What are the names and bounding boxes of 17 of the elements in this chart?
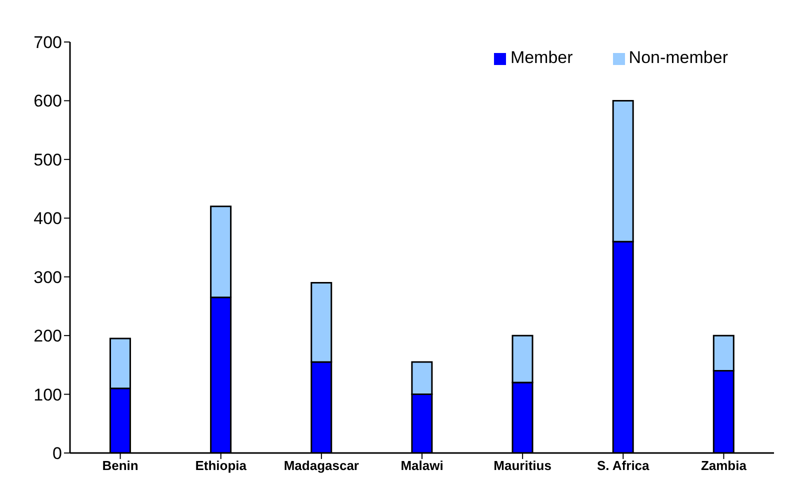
y-tick-label: 100 xyxy=(34,385,62,404)
x-tick-label: Malawi xyxy=(400,458,444,474)
x-tick-label: Ethiopia xyxy=(195,458,248,474)
x-tick-label: Mauritius xyxy=(494,458,552,474)
y-tick-label: 300 xyxy=(34,268,62,287)
x-tick-label: S. Africa xyxy=(597,458,650,474)
x-tick-label: Madagascar xyxy=(284,458,360,474)
x-tick-label: Zambia xyxy=(700,458,748,474)
legend-label: Member xyxy=(510,48,573,67)
y-tick-label: 200 xyxy=(34,326,62,346)
y-tick-label: 0 xyxy=(52,444,62,464)
y-tick-label: 600 xyxy=(34,92,62,111)
y-tick-label: 700 xyxy=(34,33,62,52)
y-tick-label: 500 xyxy=(34,150,62,170)
y-tick-label: 400 xyxy=(34,209,62,228)
x-tick-label: Benin xyxy=(102,458,138,474)
legend-label: Non-member xyxy=(628,48,728,67)
